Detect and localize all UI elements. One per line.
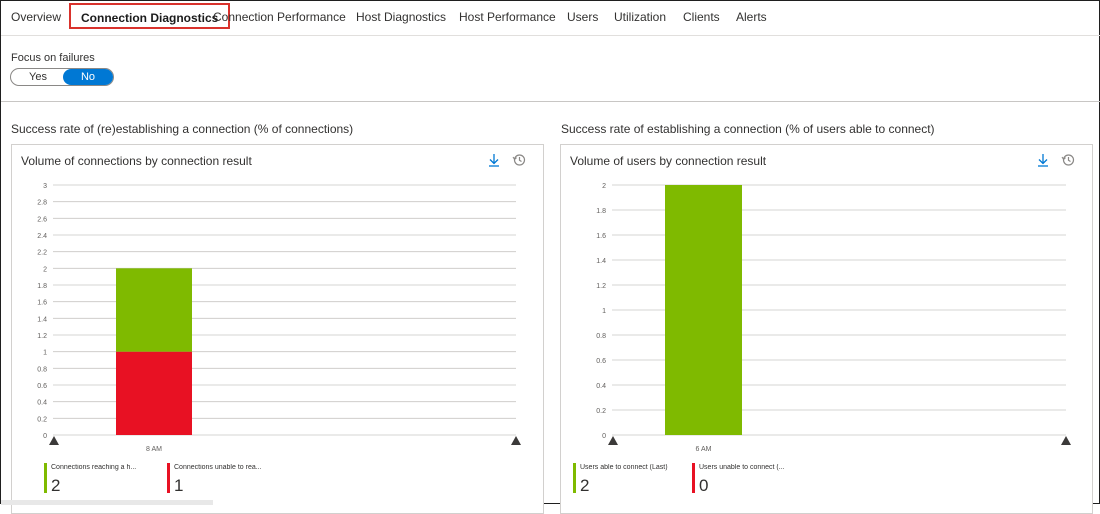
y-tick-label: 1 xyxy=(43,350,47,357)
tab-clients[interactable]: Clients xyxy=(683,10,720,24)
y-tick-label: 2.8 xyxy=(37,200,47,207)
legend-value: 2 xyxy=(580,476,590,495)
focus-on-failures-label: Focus on failures xyxy=(11,52,95,64)
legend-value: 0 xyxy=(699,476,709,495)
legend-item-able[interactable]: Users able to connect (Last) 2 xyxy=(573,463,703,503)
legend-value: 1 xyxy=(174,476,184,495)
y-tick-label: 3 xyxy=(43,183,47,190)
legend-swatch xyxy=(167,463,170,493)
x-tick-label: 8 AM xyxy=(146,446,162,453)
users-chart-card: Volume of users by connection result 0 0.… xyxy=(560,144,1093,514)
y-tick-label: 0 xyxy=(43,433,47,440)
y-tick-label: 1.2 xyxy=(37,333,47,340)
tab-divider xyxy=(1,35,1100,36)
y-tick-label: 0.6 xyxy=(596,358,606,365)
download-icon[interactable] xyxy=(1036,153,1050,167)
history-icon[interactable] xyxy=(1061,153,1075,167)
users-bar-chart: 0 0.2 0.4 0.6 0.8 1 1.2 1.4 1.6 1.8 2 6 AM xyxy=(596,183,1071,453)
tab-users[interactable]: Users xyxy=(567,10,599,24)
connections-chart-card: Volume of connections by connection resu… xyxy=(11,144,544,514)
legend-label: Connections reaching a h... xyxy=(51,464,137,471)
y-tick-label: 1.4 xyxy=(37,316,47,323)
x-tick-label: 6 AM xyxy=(696,446,712,453)
tab-bar: Overview Connection Diagnostics Connecti… xyxy=(1,1,1100,35)
y-tick-label: 2 xyxy=(602,183,606,190)
y-tick-label: 1.2 xyxy=(596,283,606,290)
y-tick-label: 2.2 xyxy=(37,250,47,257)
y-tick-label: 0.4 xyxy=(37,400,47,407)
legend-label: Users able to connect (Last) xyxy=(580,464,668,471)
tab-host-diagnostics[interactable]: Host Diagnostics xyxy=(356,10,447,24)
y-tick-label: 0.8 xyxy=(37,366,47,373)
tab-overview[interactable]: Overview xyxy=(11,10,62,24)
download-icon[interactable] xyxy=(487,153,501,167)
range-handle-left xyxy=(608,436,618,445)
bar-segment-0 xyxy=(116,351,192,435)
y-tick-label: 1.8 xyxy=(596,208,606,215)
chart-title: Volume of connections by connection resu… xyxy=(21,154,252,168)
tab-alerts[interactable]: Alerts xyxy=(736,10,767,24)
legend-item-unable[interactable]: Connections unable to rea... 1 xyxy=(167,463,297,503)
legend-swatch xyxy=(692,463,695,493)
section-divider xyxy=(1,101,1100,102)
section-title-reconnection: Success rate of (re)establishing a conne… xyxy=(11,122,354,136)
y-tick-label: 1.6 xyxy=(37,300,47,307)
y-tick-label: 1.4 xyxy=(596,258,606,265)
section-title-users: Success rate of establishing a connectio… xyxy=(561,122,935,136)
y-tick-label: 0.8 xyxy=(596,333,606,340)
legend-value: 2 xyxy=(51,476,61,495)
tab-host-performance[interactable]: Host Performance xyxy=(459,10,556,24)
y-tick-label: 0 xyxy=(602,433,606,440)
y-tick-label: 1.8 xyxy=(37,283,47,290)
tab-utilization[interactable]: Utilization xyxy=(614,10,667,24)
y-tick-label: 1 xyxy=(602,308,606,315)
bar-segment-1 xyxy=(116,268,192,352)
y-tick-label: 0.2 xyxy=(596,408,606,415)
legend-item-reaching[interactable]: Connections reaching a h... 2 xyxy=(44,463,174,503)
toggle-no-option[interactable]: No xyxy=(63,69,113,85)
history-icon[interactable] xyxy=(512,153,526,167)
tab-connection-diagnostics[interactable]: Connection Diagnostics xyxy=(69,3,231,29)
legend-item-unable[interactable]: Users unable to connect (... 0 xyxy=(692,463,822,503)
y-tick-label: 2.4 xyxy=(37,233,47,240)
legend-label: Connections unable to rea... xyxy=(174,464,262,471)
legend-swatch xyxy=(44,463,47,493)
range-handle-left xyxy=(49,436,59,445)
range-handle-right xyxy=(511,436,521,445)
bar-segment-0 xyxy=(665,185,742,435)
y-tick-label: 0.6 xyxy=(37,383,47,390)
y-tick-label: 0.2 xyxy=(37,416,47,423)
horizontal-scrollbar[interactable] xyxy=(1,500,213,505)
focus-on-failures-toggle[interactable]: Yes No xyxy=(10,68,114,86)
legend-label: Users unable to connect (... xyxy=(699,464,785,471)
range-handle-right xyxy=(1061,436,1071,445)
chart-title: Volume of users by connection result xyxy=(570,154,767,168)
y-tick-label: 1.6 xyxy=(596,233,606,240)
connections-bar-chart: 0 0.2 0.4 0.6 0.8 1 1.2 1.4 1.6 1.8 2 2.2 2.4 2.6 2.8 3… xyxy=(37,183,521,453)
y-tick-label: 2.6 xyxy=(37,216,47,223)
y-tick-label: 2 xyxy=(43,266,47,273)
legend-swatch xyxy=(573,463,576,493)
tab-connection-performance[interactable]: Connection Performance xyxy=(213,10,346,24)
y-tick-label: 0.4 xyxy=(596,383,606,390)
toggle-yes-option[interactable]: Yes xyxy=(29,71,47,83)
